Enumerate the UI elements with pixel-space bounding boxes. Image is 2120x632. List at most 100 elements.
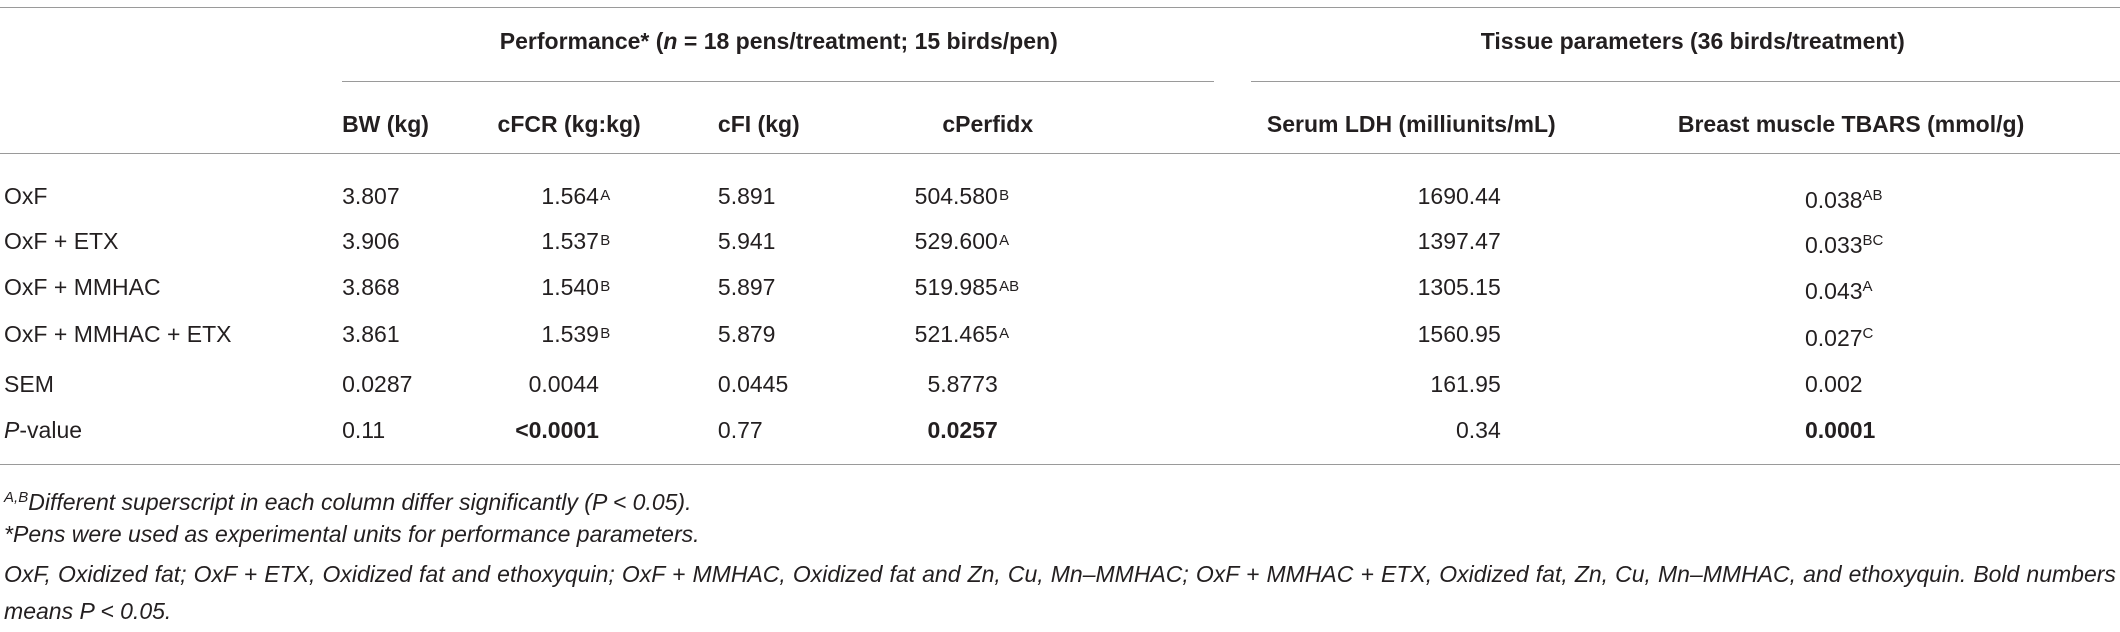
footnote: *Pens were used as experimental units fo…: [4, 516, 2116, 553]
cell-value: 5.8773: [927, 369, 997, 399]
text-part: A,B: [4, 488, 29, 506]
cell-value: 0.043A: [1805, 272, 1873, 306]
superscript: A: [600, 187, 611, 205]
text-part: OxF + MMHAC + ETX: [4, 320, 232, 347]
column-header: cPerfidx: [942, 111, 1034, 138]
cell-value: <0.0001: [515, 415, 599, 445]
cell-number: 1.564: [541, 183, 599, 210]
cell-superscript: B: [600, 226, 610, 260]
column-header: cFCR (kg:kg): [497, 111, 641, 138]
cell-superscript: B: [999, 181, 1009, 215]
cell-value: 521.465: [915, 319, 998, 349]
cell-number: <0.0001: [515, 416, 599, 443]
group-header: Performance* (n = 18 pens/treatment; 15 …: [500, 26, 1058, 56]
cell-value: 1397.47: [1418, 226, 1501, 256]
cell-value: 0.34: [1456, 415, 1501, 445]
cell-number: 0.0287: [342, 370, 413, 397]
cell-number: 519.985: [914, 273, 998, 300]
text-part: OxF + MMHAC: [4, 273, 161, 300]
cell-number: 3.906: [342, 227, 400, 254]
cell-number: 529.600: [914, 227, 998, 254]
cell-number: 1.537: [541, 227, 599, 254]
text-part: P: [4, 416, 20, 443]
cell-number: 1305.15: [1417, 273, 1501, 300]
cell-value: 1.537: [541, 226, 599, 256]
column-header: Serum LDH (milliunits/mL): [1266, 111, 1556, 138]
cell-number: 5.879: [717, 320, 776, 347]
cell-value: 1560.95: [1418, 319, 1501, 349]
superscript: A: [999, 231, 1010, 249]
text-part: Tissue parameters (36 birds/treatment): [1480, 27, 1905, 54]
cell-number: 0.0044: [528, 370, 599, 397]
column-header: Breast muscle TBARS (mmol/g): [1677, 111, 2025, 138]
footnote: A,BDifferent superscript in each column …: [4, 479, 2116, 521]
cell-value: 1305.15: [1418, 272, 1501, 302]
text-part: OxF, Oxidized fat; OxF + ETX, Oxidized f…: [4, 560, 2116, 624]
cell-number: 3.861: [342, 320, 400, 347]
text-part: Different superscript in each column dif…: [28, 488, 692, 515]
superscript: C: [1862, 324, 1874, 342]
cell-value: 504.580: [915, 181, 998, 211]
cell-number: 0.0257: [927, 416, 998, 443]
row-label: OxF: [4, 181, 47, 211]
cell-value: 1.564: [541, 181, 599, 211]
table-rule: [0, 152, 2120, 154]
cell-superscript: A: [999, 226, 1009, 260]
text-part: SEM: [4, 370, 54, 397]
cell-value: 3.906: [342, 226, 400, 256]
footnote: OxF, Oxidized fat; OxF + ETX, Oxidized f…: [4, 556, 2116, 630]
column-header: cFI (kg): [717, 111, 800, 138]
text-part: OxF + ETX: [4, 227, 119, 254]
superscript: BC: [1862, 231, 1884, 249]
text-part: OxF: [4, 183, 48, 210]
cell-value: 1.539: [541, 319, 599, 349]
table-rule: [0, 463, 2120, 465]
cell-number: 3.868: [342, 273, 400, 300]
cell-superscript: B: [600, 272, 610, 306]
text-part: = 18 pens/treatment; 15 birds/pen): [677, 27, 1058, 54]
cell-value: 5.897: [718, 272, 776, 302]
cell-value: 3.861: [342, 319, 400, 349]
text-part: n: [663, 27, 678, 54]
cell-value: 0.11: [342, 415, 385, 445]
cell-number: 1560.95: [1417, 320, 1501, 347]
cell-value: 0.77: [718, 415, 763, 445]
cell-value: 0.0287: [342, 369, 412, 399]
cell-number: 5.941: [717, 227, 776, 254]
text-part: -value: [19, 416, 83, 443]
cell-value: 0.002: [1805, 369, 1863, 399]
cell-value: 0.027C: [1805, 319, 1873, 353]
cell-number: 0.77: [717, 416, 763, 443]
cell-value: 5.941: [718, 226, 776, 256]
table-rule: [0, 6, 2120, 8]
table-rule: [342, 81, 1215, 83]
cell-number: 5.8773: [927, 370, 998, 397]
text-part: Performance* (: [499, 27, 664, 54]
cell-number: 0.043: [1804, 277, 1863, 304]
superscript: AB: [999, 277, 1020, 295]
superscript: A: [999, 324, 1010, 342]
superscript: B: [600, 324, 611, 342]
cell-number: 0.038: [1804, 187, 1863, 214]
cell-value: 0.033BC: [1805, 226, 1883, 260]
column-header: BW (kg): [342, 111, 429, 138]
superscript: B: [600, 277, 611, 295]
cell-number: 0.0445: [717, 370, 789, 397]
cell-value: 1690.44: [1418, 181, 1501, 211]
row-label: P-value: [4, 415, 82, 445]
cell-number: 1.539: [541, 320, 599, 347]
superscript: AB: [1862, 187, 1883, 205]
text-part: *Pens were used as experimental units fo…: [4, 521, 700, 548]
cell-number: 0.033: [1804, 231, 1863, 258]
cell-superscript: A: [600, 181, 610, 215]
cell-value: 0.038AB: [1805, 181, 1883, 215]
superscript: B: [600, 231, 611, 249]
group-header: Tissue parameters (36 birds/treatment): [1481, 26, 1905, 56]
cell-number: 3.807: [342, 183, 400, 210]
cell-value: 1.540: [541, 272, 599, 302]
cell-value: 519.985: [915, 272, 998, 302]
row-label: OxF + MMHAC + ETX: [4, 319, 231, 349]
cell-number: 0.002: [1804, 370, 1863, 397]
cell-number: 0.34: [1456, 416, 1501, 443]
